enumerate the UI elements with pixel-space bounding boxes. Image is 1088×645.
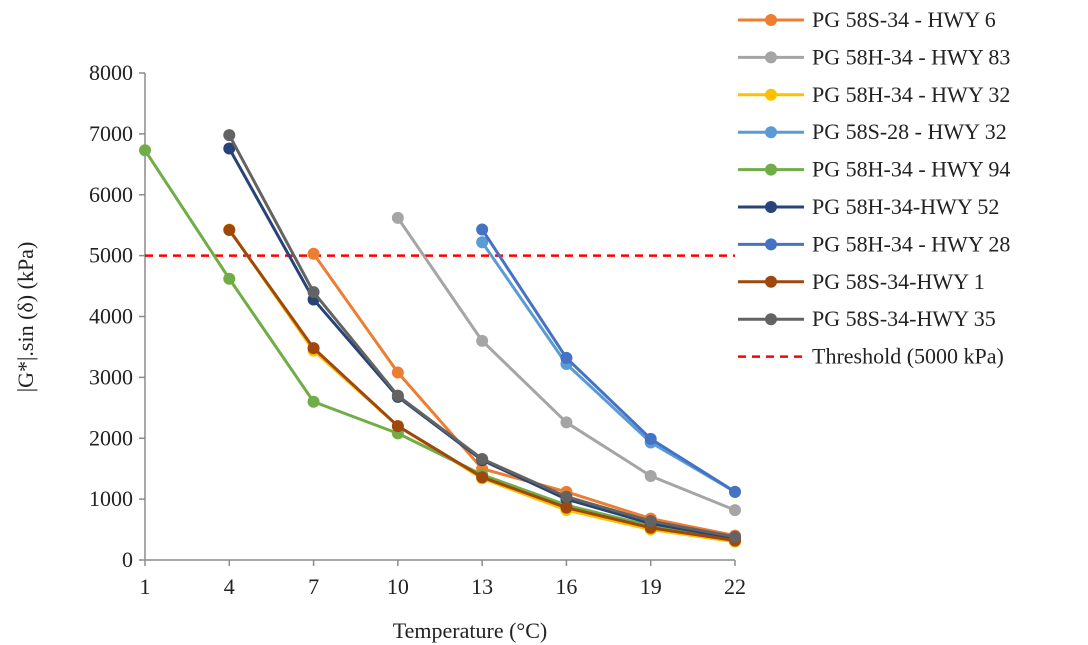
legend-label: PG 58S-34 - HWY 6 — [812, 7, 996, 32]
legend-label: PG 58H-34 - HWY 83 — [812, 44, 1010, 69]
x-tick-label: 10 — [387, 574, 409, 599]
series-9 — [223, 129, 741, 543]
legend-item: PG 58H-34 - HWY 83 — [738, 44, 1010, 69]
y-tick-label: 4000 — [89, 304, 133, 329]
series-4 — [476, 236, 741, 498]
data-point — [729, 530, 741, 543]
data-point — [307, 247, 320, 260]
data-point — [644, 515, 657, 528]
data-point — [644, 432, 657, 445]
x-tick-label: 7 — [308, 574, 319, 599]
legend-swatch-marker — [765, 126, 777, 139]
data-point — [560, 416, 573, 429]
legend-label: PG 58H-34-HWY 52 — [812, 194, 999, 219]
legend-label: PG 58S-34-HWY 1 — [812, 269, 985, 294]
data-point — [729, 485, 741, 498]
legend-item: PG 58H-34 - HWY 28 — [738, 231, 1010, 256]
series-line — [480, 228, 736, 494]
x-tick-label: 19 — [640, 574, 662, 599]
legend-label: Threshold (5000 kPa) — [812, 344, 1004, 369]
legend-item: PG 58S-34-HWY 1 — [738, 269, 985, 294]
data-point — [307, 395, 320, 408]
data-point — [223, 142, 236, 155]
y-tick-label: 7000 — [89, 121, 133, 146]
legend-label: PG 58S-34-HWY 35 — [812, 306, 996, 331]
y-tick-label: 6000 — [89, 182, 133, 207]
data-point — [391, 420, 404, 433]
legend-swatch-marker — [765, 275, 777, 288]
legend-swatch-marker — [765, 201, 777, 213]
y-tick-label: 5000 — [89, 243, 133, 268]
x-axis-title: Temperature (°C) — [393, 618, 547, 643]
data-point — [391, 211, 404, 224]
series-line — [143, 149, 736, 541]
x-tick-label: 22 — [724, 574, 746, 599]
y-tick-label: 3000 — [89, 364, 133, 389]
data-point — [560, 490, 573, 503]
x-tick-label: 4 — [224, 574, 235, 599]
legend-item: PG 58H-34 - HWY 32 — [738, 82, 1010, 107]
data-point — [476, 471, 489, 484]
series-7 — [476, 223, 741, 498]
legend-item-threshold: Threshold (5000 kPa) — [738, 344, 1004, 369]
y-tick-label: 1000 — [89, 486, 133, 511]
legend-item: PG 58H-34 - HWY 94 — [738, 157, 1010, 182]
legend-swatch-marker — [765, 238, 777, 251]
legend-item: PG 58H-34-HWY 52 — [738, 194, 999, 219]
y-axis-title: |G*|.sin (δ) (kPa) — [13, 242, 38, 393]
legend-item: PG 58S-34-HWY 35 — [738, 306, 996, 331]
legend-label: PG 58H-34 - HWY 94 — [812, 157, 1010, 182]
data-point — [476, 236, 489, 249]
series-line — [480, 241, 736, 494]
series-5 — [139, 144, 741, 546]
legend-item: PG 58S-28 - HWY 32 — [738, 119, 1007, 144]
legend-swatch-marker — [765, 88, 777, 101]
data-point — [560, 501, 573, 514]
data-point — [476, 452, 489, 465]
legend-label: PG 58H-34 - HWY 32 — [812, 82, 1010, 107]
y-tick-label: 0 — [122, 547, 133, 572]
x-tick-label: 13 — [471, 574, 493, 599]
legend: PG 58S-34 - HWY 6 PG 58H-34 - HWY 83 PG 58… — [738, 7, 1010, 369]
data-point — [644, 469, 657, 482]
data-point — [223, 224, 236, 237]
legend-item: PG 58S-34 - HWY 6 — [738, 7, 996, 32]
legend-swatch-marker — [765, 14, 777, 26]
legend-swatch-marker — [765, 313, 777, 326]
y-tick-label: 2000 — [89, 425, 133, 450]
data-point — [307, 286, 320, 299]
data-point — [223, 129, 236, 142]
data-point — [729, 504, 741, 517]
data-point — [139, 144, 151, 157]
data-point — [476, 334, 489, 347]
data-point — [223, 272, 236, 285]
series-2 — [391, 211, 741, 517]
legend-swatch-marker — [765, 51, 777, 64]
data-point — [307, 342, 320, 355]
legend-label: PG 58S-28 - HWY 32 — [812, 119, 1007, 144]
series-8 — [223, 224, 741, 547]
x-tick-label: 16 — [555, 574, 577, 599]
axes: 0 1000 2000 3000 4000 5000 6000 7000 8000 1 4 7 10 13… — [89, 60, 746, 599]
data-point — [391, 389, 404, 402]
legend-label: PG 58H-34 - HWY 28 — [812, 231, 1010, 256]
data-point — [391, 366, 404, 379]
data-point — [560, 351, 573, 364]
legend-swatch-marker — [765, 163, 777, 176]
series-layer — [139, 129, 741, 548]
data-point — [476, 223, 489, 236]
y-tick-label: 8000 — [89, 60, 133, 85]
x-tick-label: 1 — [140, 574, 151, 599]
